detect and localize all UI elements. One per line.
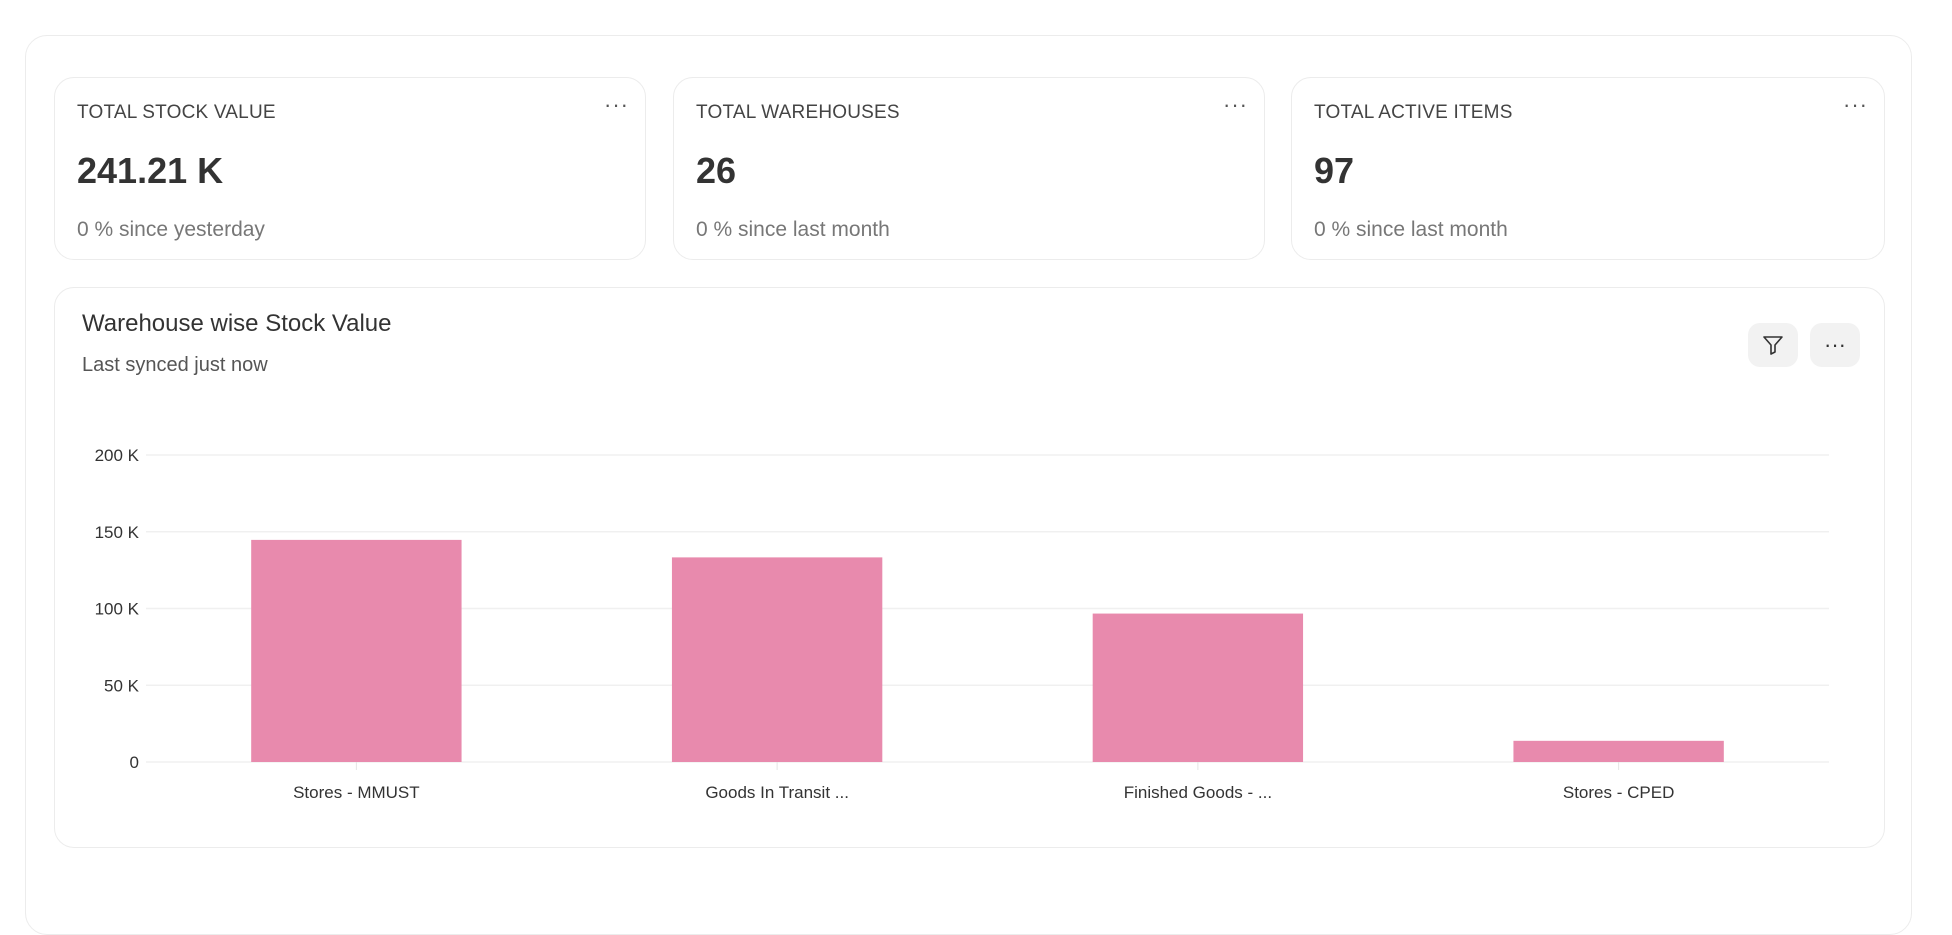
filter-button[interactable] — [1748, 323, 1798, 367]
chart-card: Warehouse wise Stock Value Last synced j… — [54, 287, 1885, 848]
card-value: 97 — [1314, 150, 1355, 191]
more-horizontal-icon: ··· — [1824, 332, 1846, 357]
card-label: TOTAL ACTIVE ITEMS — [1314, 102, 1513, 123]
card-label: TOTAL STOCK VALUE — [77, 102, 276, 123]
chart-subtitle: Last synced just now — [82, 354, 268, 376]
chart-title: Warehouse wise Stock Value — [82, 310, 392, 337]
chart-menu-button[interactable]: ··· — [1810, 323, 1860, 367]
more-horizontal-icon[interactable]: ··· — [1843, 92, 1868, 117]
card-subtext: 0 % since last month — [1314, 218, 1508, 241]
card-total-warehouses: TOTAL WAREHOUSES ··· 26 0 % since last m… — [673, 77, 1265, 260]
card-subtext: 0 % since last month — [696, 218, 890, 241]
filter-icon — [1763, 336, 1783, 355]
card-total-active-items: TOTAL ACTIVE ITEMS ··· 97 0 % since last… — [1291, 77, 1885, 260]
more-horizontal-icon[interactable]: ··· — [1223, 92, 1248, 117]
card-label: TOTAL WAREHOUSES — [696, 102, 900, 123]
card-subtext: 0 % since yesterday — [77, 218, 265, 241]
more-horizontal-icon[interactable]: ··· — [604, 92, 629, 117]
card-value: 26 — [696, 150, 737, 191]
card-value: 241.21 K — [77, 150, 224, 191]
card-total-stock-value: TOTAL STOCK VALUE ··· 241.21 K 0 % since… — [54, 77, 646, 260]
